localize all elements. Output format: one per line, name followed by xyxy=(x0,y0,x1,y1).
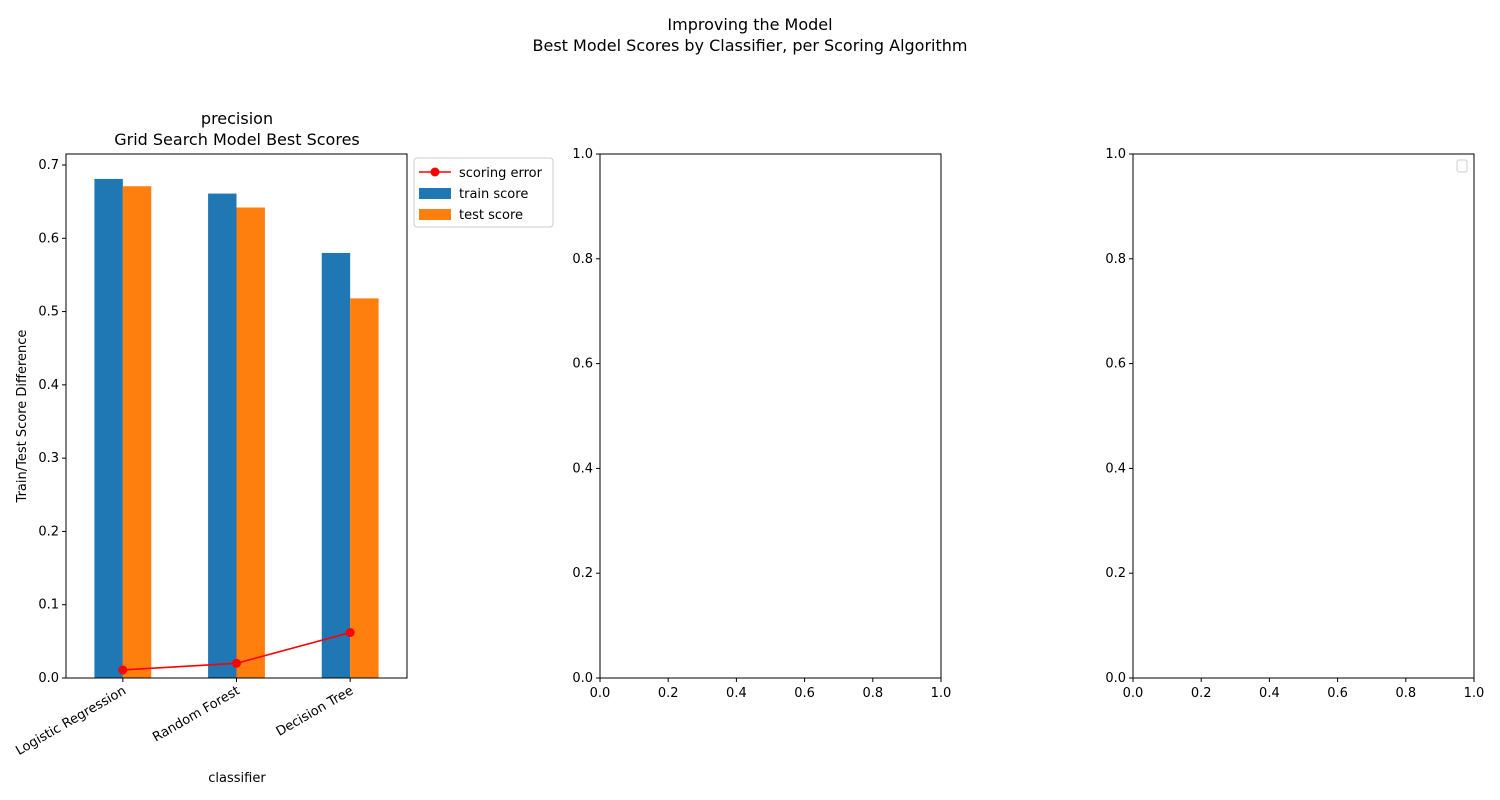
bar-train-score xyxy=(208,193,237,678)
x-tick-label: 0.2 xyxy=(658,686,679,701)
bar-test-score xyxy=(350,298,379,678)
y-tick-label: 0.4 xyxy=(38,378,59,393)
y-tick-label: 1.0 xyxy=(1105,147,1126,162)
y-tick-label: 0.8 xyxy=(572,252,593,267)
x-tick-label: 0.4 xyxy=(1259,686,1280,701)
y-tick-label: 0.8 xyxy=(1105,252,1126,267)
x-tick-label: Random Forest xyxy=(150,683,242,745)
scoring-error-line xyxy=(118,628,355,675)
y-axis-ticks: 0.0 0.1 0.2 0.3 0.4 0.5 0.6 0.7 xyxy=(38,158,66,686)
y-tick-label: 0.6 xyxy=(38,231,59,246)
x-tick-label: Logistic Regression xyxy=(13,683,128,758)
x-tick-label: 0.6 xyxy=(794,686,815,701)
bar-train-score xyxy=(94,178,123,678)
x-axis-label: classifier xyxy=(208,771,266,786)
bar-test-score xyxy=(122,186,152,678)
x-tick-label: Decision Tree xyxy=(274,683,356,739)
scoring-error-point xyxy=(232,658,241,668)
legend-label: test score xyxy=(459,208,523,223)
subplot-precision: precision Grid Search Model Best Scores … xyxy=(13,109,554,786)
plot-frame xyxy=(599,153,942,679)
y-tick-label: 1.0 xyxy=(572,147,593,162)
y-axis-label: Train/Test Score Difference xyxy=(15,330,30,504)
y-tick-label: 0.6 xyxy=(572,357,593,372)
x-tick-label: 0.4 xyxy=(726,686,747,701)
legend-label: train score xyxy=(459,187,528,202)
y-tick-label: 0.7 xyxy=(38,158,59,173)
x-tick-label: 0.0 xyxy=(590,686,611,701)
x-tick-label: 0.8 xyxy=(1395,686,1416,701)
y-tick-label: 0.2 xyxy=(1105,566,1126,581)
scoring-error-point xyxy=(118,665,128,675)
y-tick-label: 0.0 xyxy=(1105,671,1126,686)
figure-title-line1: Improving the Model xyxy=(667,15,832,34)
x-tick-label: 0.2 xyxy=(1191,686,1212,701)
y-tick-label: 0.2 xyxy=(38,524,59,539)
x-tick-label: 0.6 xyxy=(1327,686,1348,701)
x-axis-ticks: Logistic Regression Random Forest Decision… xyxy=(13,678,356,759)
y-tick-label: 0.0 xyxy=(572,671,593,686)
subplot-empty-2: 0.0 0.2 0.4 0.6 0.8 1.0 0.0 0.2 0.4 0.6 0.8 1.0 xyxy=(572,147,951,701)
empty-legend-box xyxy=(1456,159,1468,173)
y-tick-label: 0.1 xyxy=(38,598,59,613)
x-tick-label: 1.0 xyxy=(931,686,952,701)
y-tick-label: 0.6 xyxy=(1105,357,1126,372)
legend-label: scoring error xyxy=(459,166,543,181)
y-tick-label: 0.3 xyxy=(38,451,59,466)
legend-swatch-marker xyxy=(430,167,440,177)
y-tick-label: 0.0 xyxy=(38,671,59,686)
bar-test-score xyxy=(236,207,265,678)
axis-ticks: 0.0 0.2 0.4 0.6 0.8 1.0 0.0 0.2 0.4 0.6 0.8 1.0 xyxy=(572,147,951,701)
y-tick-label: 0.4 xyxy=(1105,461,1126,476)
y-tick-label: 0.4 xyxy=(572,461,593,476)
legend-swatch-patch xyxy=(419,188,451,199)
x-tick-label: 1.0 xyxy=(1464,686,1485,701)
bar-train-score xyxy=(321,252,351,678)
legend-swatch-patch xyxy=(419,209,451,220)
subplot-title-line1: precision xyxy=(201,109,273,128)
x-tick-label: 0.0 xyxy=(1123,686,1144,701)
y-tick-label: 0.5 xyxy=(38,305,59,320)
axis-ticks: 0.0 0.2 0.4 0.6 0.8 1.0 0.0 0.2 0.4 0.6 0.8 1.0 xyxy=(1105,147,1484,701)
plot-frame xyxy=(1132,153,1475,679)
figure-title-line2: Best Model Scores by Classifier, per Sco… xyxy=(533,36,968,55)
x-tick-label: 0.8 xyxy=(862,686,883,701)
scoring-error-point xyxy=(345,628,355,638)
plot-frame xyxy=(65,153,408,679)
y-tick-label: 0.2 xyxy=(572,566,593,581)
legend: scoring error train score test score xyxy=(413,157,554,228)
subplot-title-line2: Grid Search Model Best Scores xyxy=(114,130,360,149)
bar-series xyxy=(94,178,379,678)
subplot-empty-3: 0.0 0.2 0.4 0.6 0.8 1.0 0.0 0.2 0.4 0.6 0.8 1.0 xyxy=(1105,147,1484,701)
